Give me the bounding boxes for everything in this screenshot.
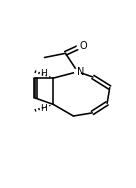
Circle shape <box>77 43 83 49</box>
Text: H: H <box>40 69 47 78</box>
Text: N: N <box>77 67 84 77</box>
Text: O: O <box>80 42 87 52</box>
Circle shape <box>75 69 81 75</box>
Text: H: H <box>40 104 47 113</box>
